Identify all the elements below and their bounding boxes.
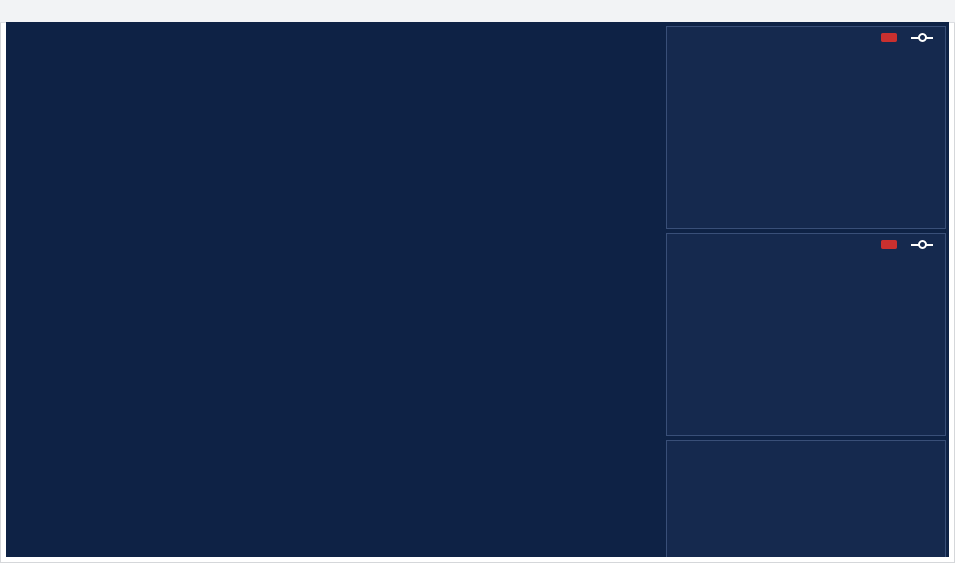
legend-item-avg-price[interactable] bbox=[911, 33, 937, 42]
line-swatch-icon bbox=[911, 33, 933, 42]
top-bar bbox=[0, 0, 955, 23]
chart3-canvas bbox=[675, 483, 939, 557]
line-swatch-icon bbox=[911, 240, 933, 249]
dashboard-body bbox=[6, 22, 949, 557]
legend-item-volume[interactable] bbox=[881, 240, 901, 249]
pig-sales-price-card bbox=[666, 26, 946, 229]
chart2-legend bbox=[871, 240, 937, 249]
legend-item-avg-price[interactable] bbox=[911, 240, 937, 249]
kpi-table-panel bbox=[8, 22, 664, 557]
charts-column bbox=[666, 26, 948, 557]
bar-swatch-icon bbox=[881, 240, 897, 249]
cull-pig-sales-price-card bbox=[666, 233, 946, 436]
legend-item-volume[interactable] bbox=[881, 33, 901, 42]
weekly-death-cull-card bbox=[666, 440, 946, 557]
chart1-canvas bbox=[675, 69, 939, 221]
bar-swatch-icon bbox=[881, 33, 897, 42]
chart2-canvas bbox=[675, 276, 939, 428]
chart1-legend bbox=[871, 33, 937, 42]
